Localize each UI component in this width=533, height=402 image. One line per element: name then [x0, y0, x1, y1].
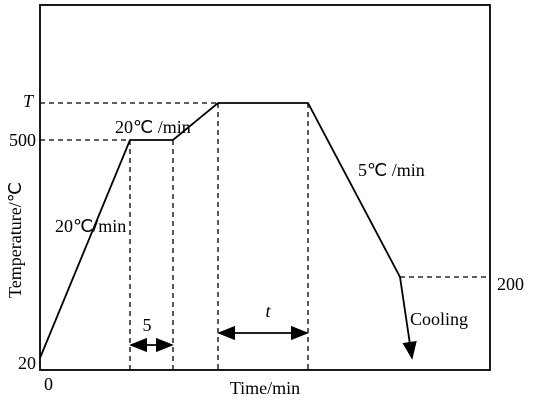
- rate-label: 5℃ /min: [358, 160, 425, 180]
- guides: [40, 102, 490, 370]
- rate-label: Cooling: [410, 309, 468, 329]
- level-label: 20: [18, 353, 36, 373]
- level-label: 500: [9, 130, 36, 150]
- interval-label: 5: [143, 315, 152, 335]
- rate-label: 20℃ /min: [115, 117, 191, 137]
- frame: [39, 4, 491, 371]
- cooling-arrow: [399, 276, 417, 360]
- x-axis-label: Time/min: [230, 378, 300, 398]
- interval-label: t: [265, 301, 271, 321]
- profile: [39, 102, 401, 359]
- y-axis-label: Temperature/℃: [5, 182, 25, 298]
- rate-label: 20℃/min: [55, 216, 126, 236]
- x-origin: 0: [44, 374, 53, 394]
- level-label: T: [23, 91, 35, 111]
- level-label: 200: [497, 274, 524, 294]
